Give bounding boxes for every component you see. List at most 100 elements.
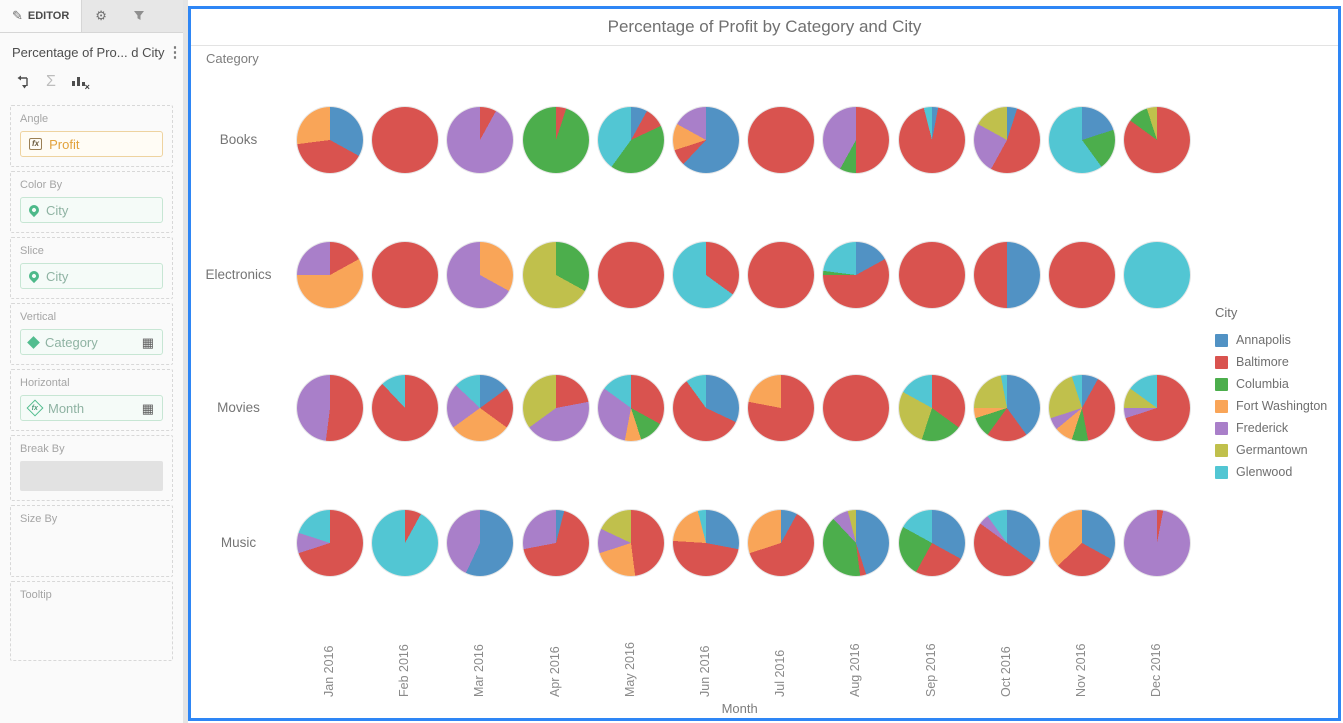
- pie-books-feb[interactable]: [372, 107, 439, 173]
- legend-label: Glenwood: [1236, 465, 1293, 479]
- x-axis-label: Apr 2016: [547, 646, 562, 697]
- row-label-books: Books: [219, 132, 258, 147]
- pie-books-oct[interactable]: [973, 107, 1040, 173]
- legend-item-germantown[interactable]: Germantown: [1215, 439, 1327, 461]
- legend-swatch: [1215, 443, 1228, 457]
- field-chip-label: Profit: [49, 136, 80, 152]
- pie-music-dec[interactable]: [1124, 510, 1191, 576]
- tab-editor-label: EDITOR: [27, 10, 70, 22]
- tab-format[interactable]: ⚙: [82, 0, 120, 32]
- panel-divider: [183, 0, 188, 723]
- pie-books-dec[interactable]: [1124, 107, 1191, 173]
- pie-books-mar[interactable]: [447, 107, 514, 173]
- pie-electronics-nov[interactable]: [1049, 242, 1115, 308]
- geo-pin-icon: [26, 202, 42, 218]
- pie-music-jul[interactable]: [748, 510, 815, 576]
- pie-books-may[interactable]: [597, 107, 664, 173]
- pie-music-jun[interactable]: [673, 510, 739, 576]
- x-axis-label: Jul 2016: [773, 649, 788, 697]
- pie-music-apr[interactable]: [522, 510, 589, 576]
- legend-item-baltimore[interactable]: Baltimore: [1215, 351, 1327, 373]
- pie-movies-apr[interactable]: [522, 375, 589, 441]
- pie-electronics-jun[interactable]: [673, 242, 739, 308]
- pie-electronics-aug[interactable]: [823, 242, 890, 308]
- tab-editor[interactable]: ✎ EDITOR: [0, 0, 83, 32]
- pencil-icon: ✎: [12, 8, 23, 23]
- legend-item-annapolis[interactable]: Annapolis: [1215, 329, 1327, 351]
- legend-title: City: [1215, 305, 1238, 320]
- pie-books-aug[interactable]: [823, 107, 890, 173]
- pie-music-jan[interactable]: [297, 510, 363, 576]
- field-chip-category[interactable]: Category ▦: [20, 329, 163, 355]
- legend-item-columbia[interactable]: Columbia: [1215, 373, 1327, 395]
- pie-movies-oct[interactable]: [973, 375, 1040, 441]
- pie-electronics-jan[interactable]: [297, 242, 363, 308]
- pie-books-jan[interactable]: [297, 107, 363, 173]
- pie-books-jun[interactable]: [673, 107, 739, 173]
- pivot-swap-icon[interactable]: [14, 74, 30, 90]
- x-axis-label: May 2016: [622, 642, 637, 697]
- row-label-electronics: Electronics: [205, 267, 272, 282]
- pie-electronics-apr[interactable]: [522, 242, 589, 308]
- row-label-movies: Movies: [217, 400, 260, 415]
- pie-electronics-jul[interactable]: [748, 242, 815, 308]
- field-chip-profit[interactable]: fx Profit: [20, 131, 163, 157]
- pie-music-oct[interactable]: [973, 510, 1040, 576]
- more-options-icon[interactable]: ⋮: [167, 44, 183, 61]
- editor-panel: ✎ EDITOR ⚙ Percentage of Pro... d City ⋮…: [0, 0, 183, 723]
- grid-icon[interactable]: ▦: [141, 400, 154, 416]
- pie-electronics-mar[interactable]: [447, 242, 514, 308]
- pie-movies-jul[interactable]: [748, 375, 815, 441]
- pie-music-feb[interactable]: [372, 510, 439, 576]
- pie-movies-may[interactable]: [597, 375, 664, 441]
- pie-music-mar[interactable]: [447, 510, 514, 576]
- funnel-icon: [133, 11, 144, 20]
- legend-item-fort-washington[interactable]: Fort Washington: [1215, 395, 1327, 417]
- pie-movies-feb[interactable]: [372, 375, 439, 441]
- pie-electronics-feb[interactable]: [372, 242, 439, 308]
- pie-books-nov[interactable]: [1049, 107, 1115, 173]
- visualization-canvas[interactable]: Percentage of Profit by Category and Cit…: [188, 6, 1341, 721]
- sigma-icon[interactable]: Σ: [46, 73, 56, 90]
- pie-books-sep[interactable]: [898, 107, 965, 173]
- pie-movies-aug[interactable]: [823, 375, 890, 441]
- pie-movies-jan[interactable]: [297, 375, 363, 441]
- dropzone-angle: Angle fx Profit: [10, 105, 173, 167]
- legend-item-glenwood[interactable]: Glenwood: [1215, 461, 1327, 483]
- dropzone-label: Slice: [20, 245, 44, 257]
- pie-movies-jun[interactable]: [673, 375, 739, 441]
- visualization-title: Percentage of Pro... d City: [12, 44, 165, 60]
- pie-books-jul[interactable]: [748, 107, 815, 173]
- pie-movies-mar[interactable]: [447, 375, 514, 441]
- x-axis-label: Feb 2016: [397, 644, 412, 697]
- geo-pin-icon: [26, 268, 42, 284]
- pie-electronics-dec[interactable]: [1124, 242, 1191, 308]
- pie-music-may[interactable]: [597, 510, 664, 576]
- bar-chart-x-icon[interactable]: ×: [71, 75, 90, 92]
- legend-item-frederick[interactable]: Frederick: [1215, 417, 1327, 439]
- dropzone-vertical: Vertical Category ▦: [10, 303, 173, 365]
- legend-label: Germantown: [1236, 443, 1308, 457]
- pie-movies-dec[interactable]: [1124, 375, 1191, 441]
- pie-movies-nov[interactable]: [1049, 375, 1115, 441]
- field-chip-city-slice[interactable]: City: [20, 263, 163, 289]
- pie-movies-sep[interactable]: [898, 375, 965, 441]
- pie-electronics-may[interactable]: [597, 242, 664, 308]
- field-chip-month[interactable]: fx Month ▦: [20, 395, 163, 421]
- x-axis-label: Dec 2016: [1149, 643, 1164, 697]
- break-by-empty-slot[interactable]: [20, 461, 163, 491]
- field-chip-city-color[interactable]: City: [20, 197, 163, 223]
- editor-tabbar: ✎ EDITOR ⚙: [0, 0, 183, 33]
- legend-label: Fort Washington: [1236, 399, 1328, 413]
- pie-music-sep[interactable]: [898, 510, 965, 576]
- derived-attribute-fx-icon: fx: [26, 399, 44, 417]
- pie-music-nov[interactable]: [1049, 510, 1115, 576]
- grid-icon[interactable]: ▦: [141, 334, 154, 350]
- pie-electronics-sep[interactable]: [898, 242, 965, 308]
- pie-electronics-oct[interactable]: [973, 242, 1040, 308]
- dropzone-size-by[interactable]: Size By: [10, 505, 173, 577]
- dropzone-tooltip[interactable]: Tooltip: [10, 581, 173, 661]
- tab-filter[interactable]: [120, 0, 158, 32]
- pie-books-apr[interactable]: [522, 107, 589, 173]
- pie-music-aug[interactable]: [823, 510, 890, 576]
